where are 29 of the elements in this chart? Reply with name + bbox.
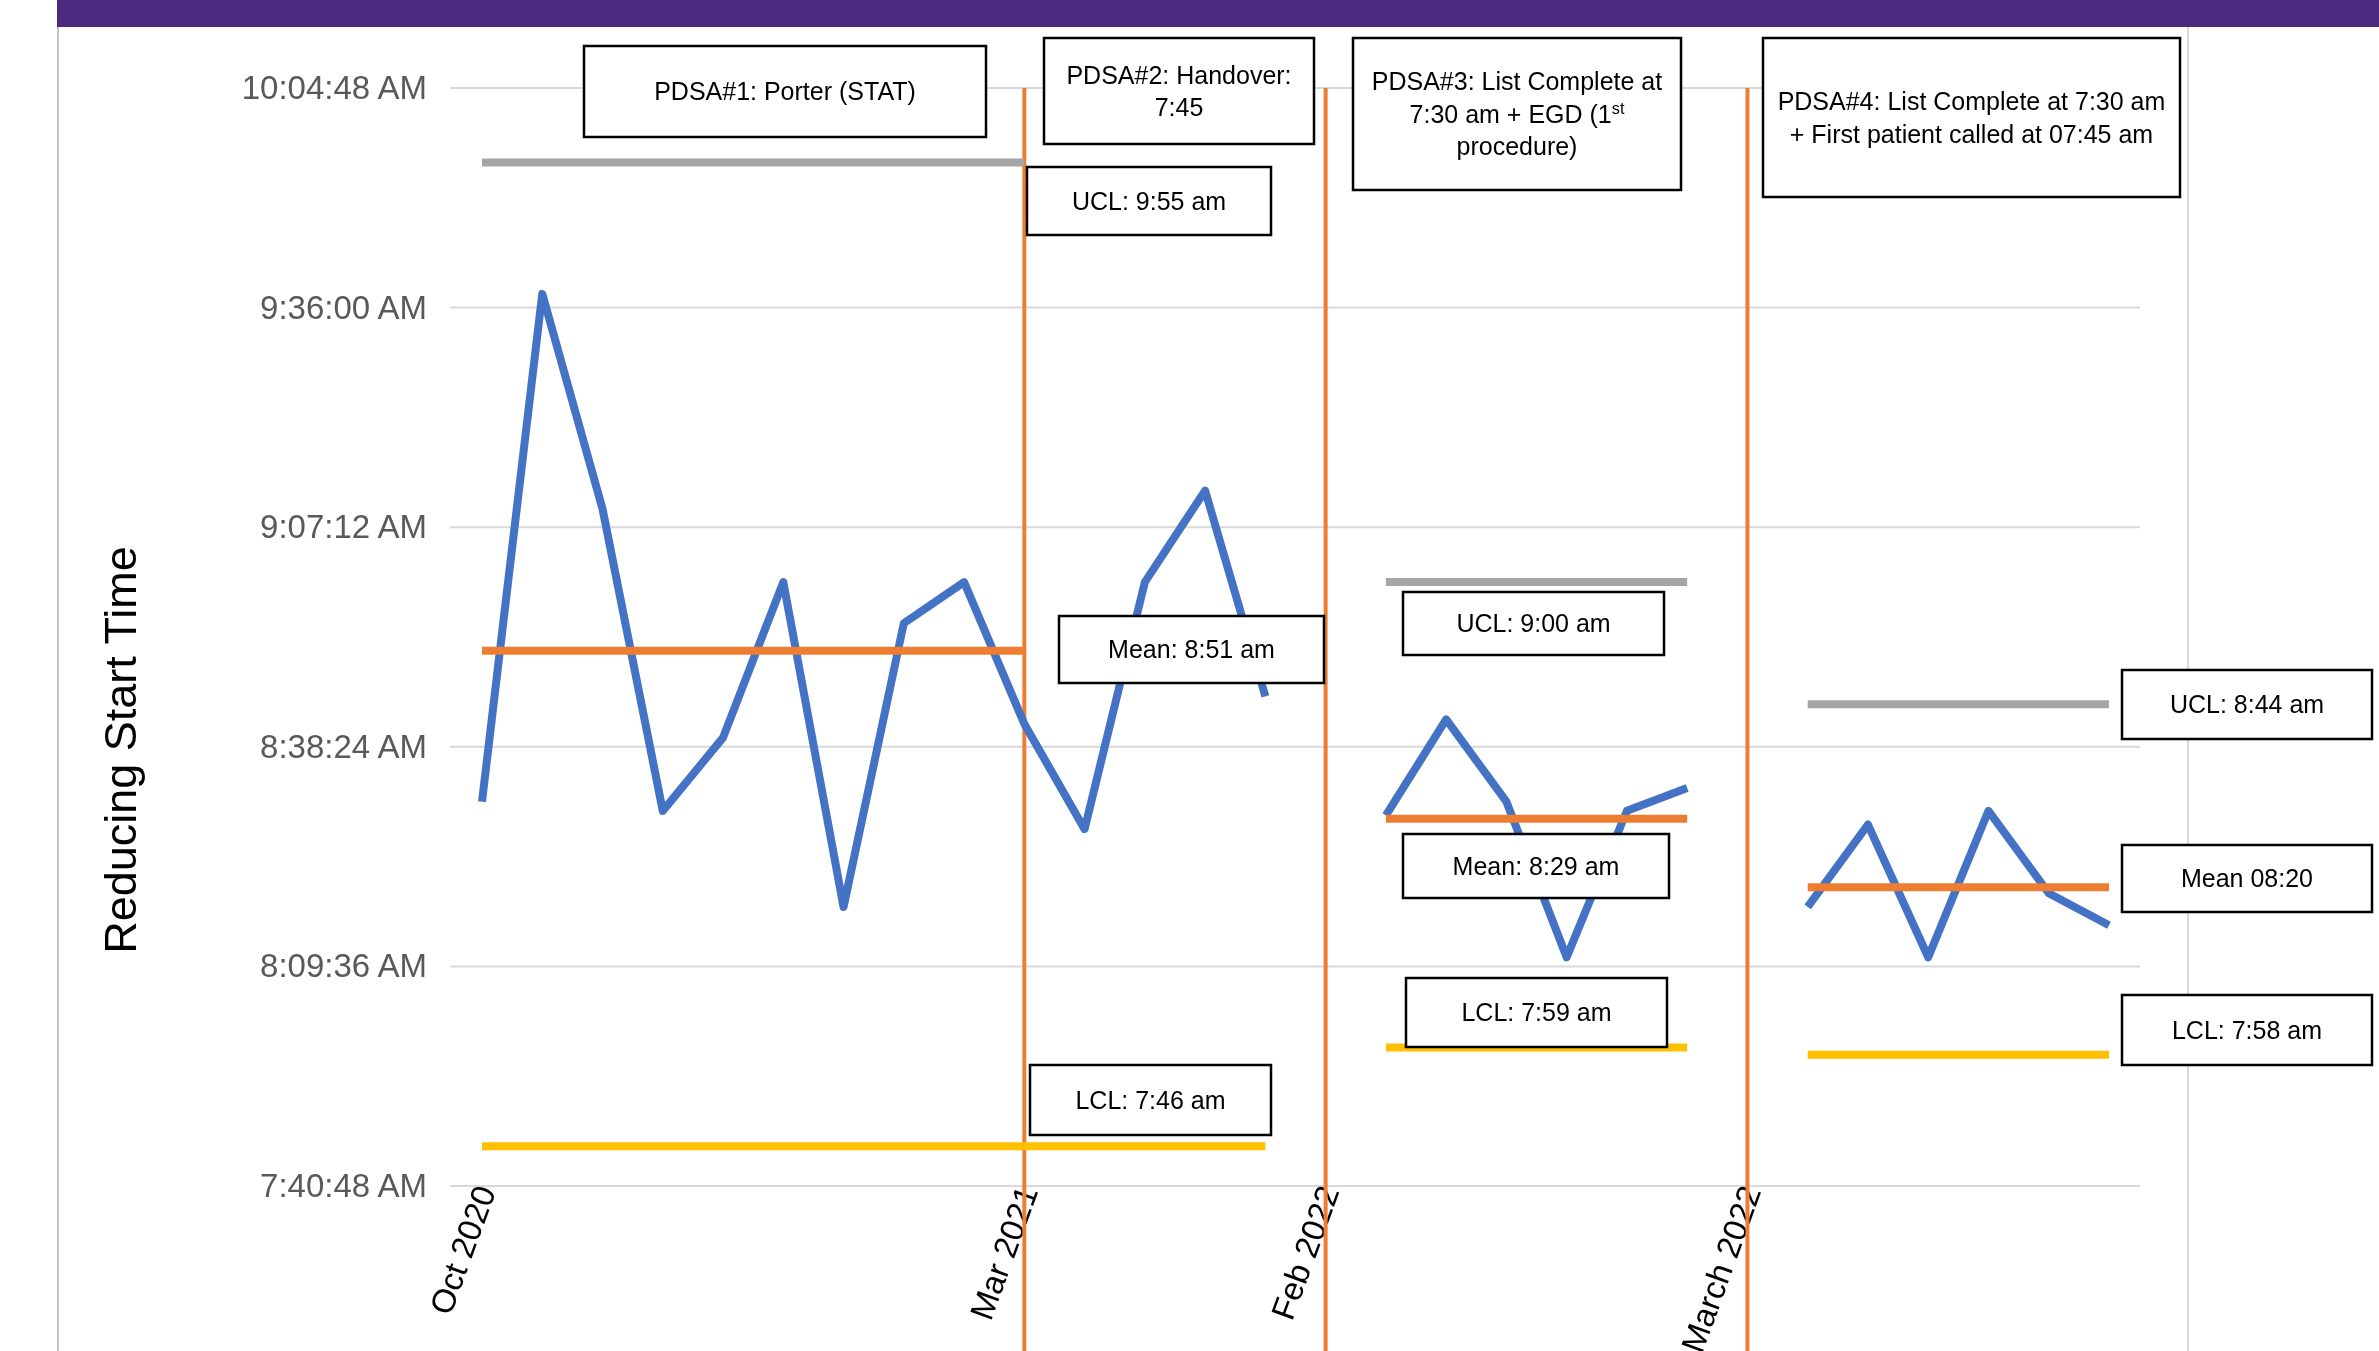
annotation: Mean: 8:29 am: [1452, 851, 1620, 880]
annotation: UCL: 9:00 am: [1456, 609, 1611, 638]
y-tick-label: 9:07:12 AM: [260, 508, 427, 546]
annotation: Mean: 8:51 am: [1108, 635, 1275, 664]
text-box: UCL: 8:44 am: [2120, 668, 2374, 741]
text-box: PDSA#2: Handover: 7:45: [1042, 36, 1316, 146]
text-box: PDSA#4: List Complete at 7:30 am + First patient called at 07:45 am: [1761, 36, 2182, 199]
y-tick-label: 9:36:00 AM: [260, 288, 427, 326]
text-box: PDSA#3: List Complete at 7:30 am + EGD (1$^{st}$ procedure): [1351, 36, 1683, 192]
text-box: Mean: 8:51 am: [1057, 614, 1326, 685]
text-box: LCL: 7:58 am: [2120, 993, 2374, 1067]
text-box: UCL: 9:00 am: [1401, 590, 1666, 657]
text-box: LCL: 7:46 am: [1028, 1063, 1273, 1137]
text-box: PDSA#1: Porter (STAT): [582, 44, 988, 139]
text-box: Mean 08:20: [2120, 843, 2374, 914]
y-tick-label: 8:09:36 AM: [260, 947, 427, 985]
y-axis-title: Reducing Start Time: [95, 546, 146, 954]
text-box: Mean: 8:29 am: [1401, 832, 1671, 900]
annotation: PDSA#1: Porter (STAT): [654, 77, 916, 106]
annotation: LCL: 7:46 am: [1075, 1085, 1226, 1114]
annotation: PDSA#4: List Complete at 7:30 am + First patient called at 07:45 am: [1777, 87, 2166, 148]
text-box: LCL: 7:59 am: [1404, 976, 1669, 1049]
annotation: PDSA#2: Handover: 7:45: [1066, 60, 1292, 121]
y-tick-label: 7:40:48 AM: [260, 1167, 427, 1205]
annotation: UCL: 9:55 am: [1071, 186, 1227, 215]
y-tick-label: 8:38:24 AM: [260, 727, 427, 765]
y-tick-label: 10:04:48 AM: [241, 69, 427, 107]
text-box: UCL: 9:55 am: [1025, 165, 1273, 237]
annotation: LCL: 7:59 am: [1461, 998, 1612, 1027]
